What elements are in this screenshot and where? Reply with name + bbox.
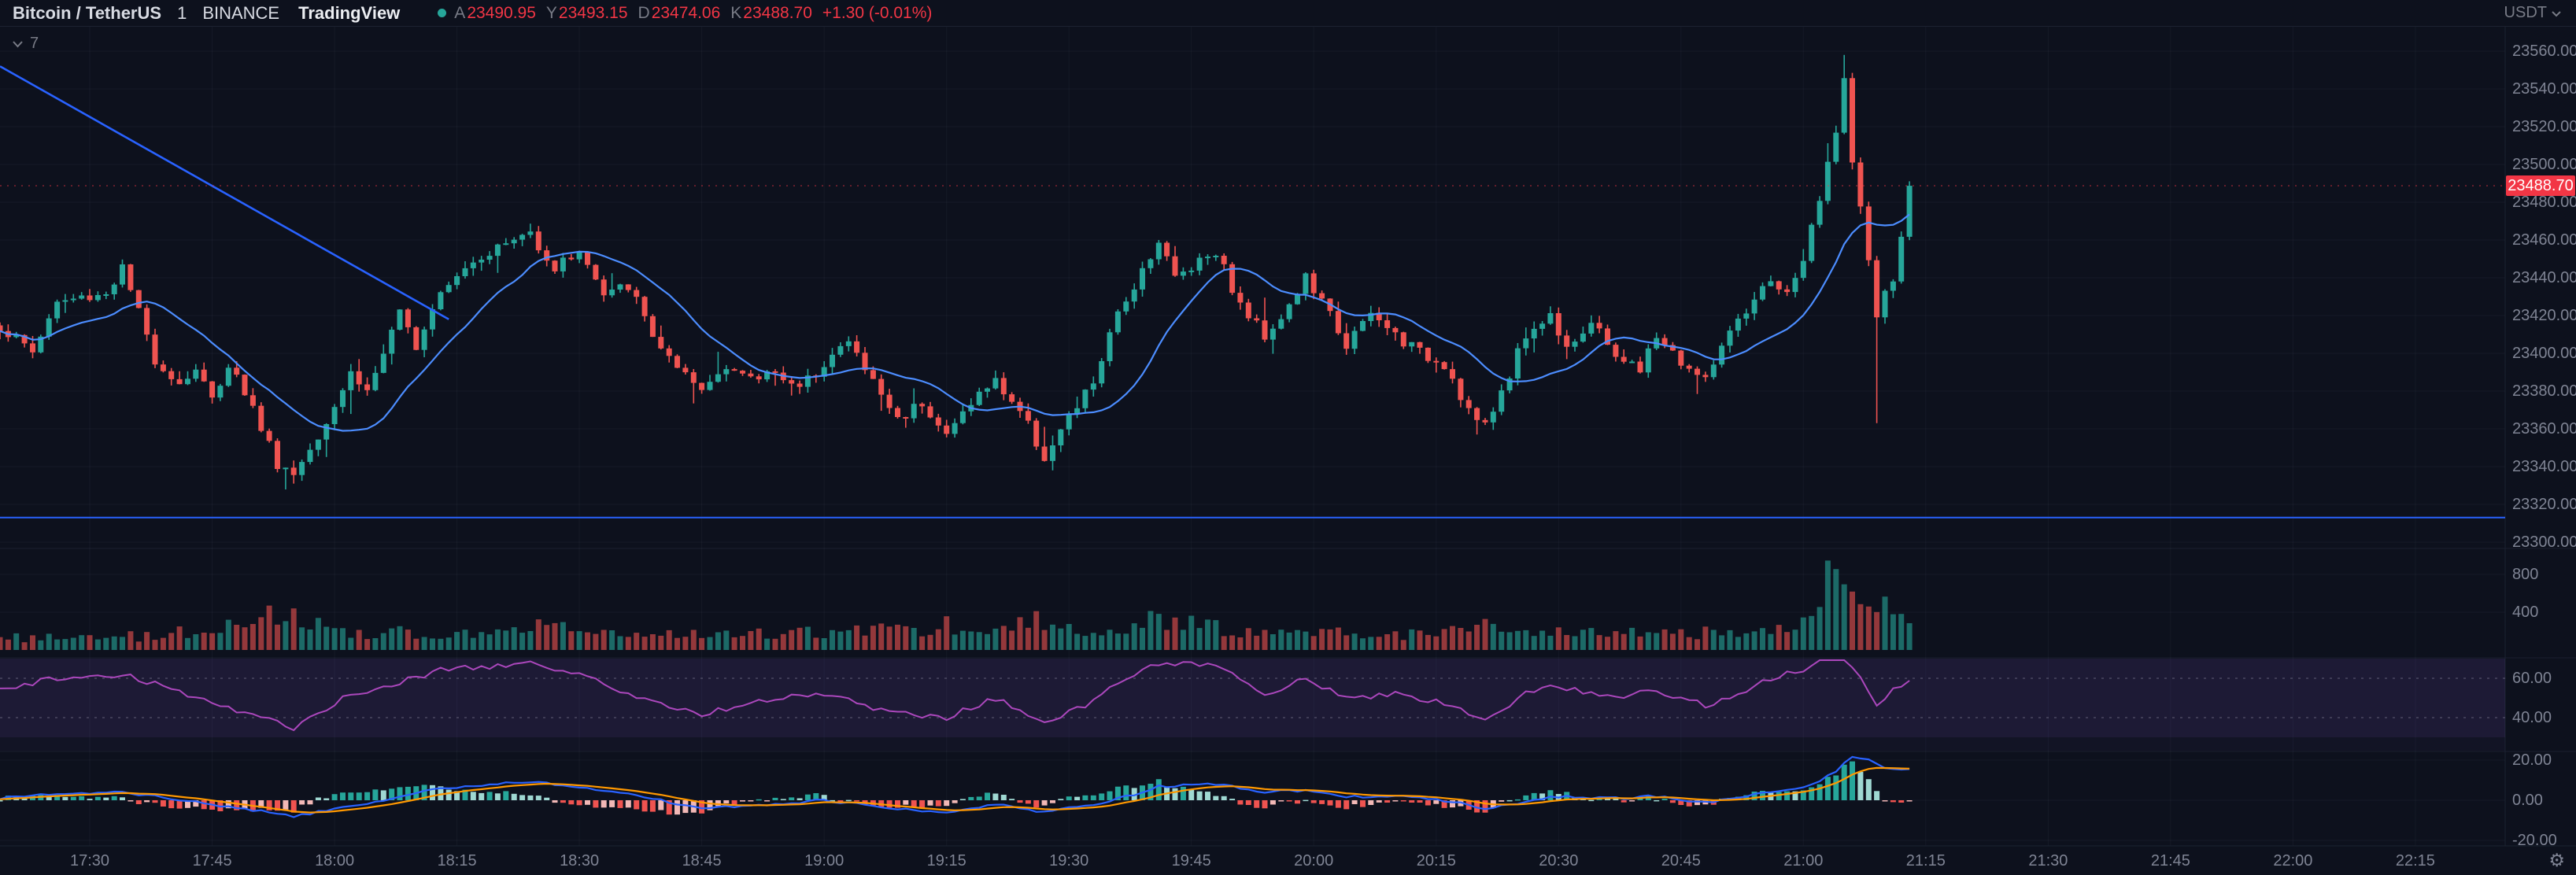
price-axis-label: 23360.00 xyxy=(2512,420,2576,438)
time-axis-label: 17:30 xyxy=(69,852,110,869)
time-axis-label: 18:30 xyxy=(560,852,600,869)
rsi-line[interactable] xyxy=(0,659,1910,732)
time-axis-label: 20:00 xyxy=(1294,852,1334,869)
symbol-title[interactable]: Bitcoin / TetherUS xyxy=(13,2,162,23)
currency-selector[interactable]: USDT xyxy=(2504,4,2576,22)
macd-pane xyxy=(0,755,1913,818)
exchange-name[interactable]: BINANCE xyxy=(202,2,280,23)
macd-axis-label: 20.00 xyxy=(2512,751,2552,769)
chevron-down-icon xyxy=(13,40,23,47)
indicators-toggle[interactable]: 7 xyxy=(11,35,39,53)
time-axis[interactable]: 17:30 17:45 18:00 18:15 18:30 18:45 19:00 19:15… xyxy=(0,846,2576,875)
time-axis-label: 20:15 xyxy=(1416,852,1456,869)
moving-average-line[interactable] xyxy=(0,213,1910,432)
time-axis-label: 20:30 xyxy=(1539,852,1579,869)
price-axis-label: 23460.00 xyxy=(2512,231,2576,249)
macd-axis-label: 0.00 xyxy=(2512,792,2543,809)
price-axis-label: 23380.00 xyxy=(2512,382,2576,400)
price-axis-label: 23340.00 xyxy=(2512,458,2576,475)
price-axis-label: 23520.00 xyxy=(2512,118,2576,135)
time-axis-label: 21:15 xyxy=(1905,852,1946,869)
time-axis-label: 18:15 xyxy=(437,852,477,869)
time-axis-label: 21:00 xyxy=(1783,852,1824,869)
time-axis-label: 19:00 xyxy=(804,852,844,869)
price-axis-label: 23300.00 xyxy=(2512,533,2576,551)
close-label: K xyxy=(730,3,742,22)
time-axis-label: 19:15 xyxy=(926,852,966,869)
indicator-count: 7 xyxy=(30,35,39,52)
interval-selector[interactable]: 1 xyxy=(177,2,187,23)
close-value: 23488.70 xyxy=(743,3,812,22)
price-axis-label: 23480.00 xyxy=(2512,194,2576,211)
price-axis-label: 23320.00 xyxy=(2512,496,2576,513)
time-axis-label: 20:45 xyxy=(1661,852,1701,869)
time-axis-label: 18:45 xyxy=(682,852,722,869)
time-axis-label: 17:45 xyxy=(192,852,232,869)
open-value: 23490.95 xyxy=(467,3,536,22)
open-label: A xyxy=(454,3,466,22)
time-axis-label: 21:45 xyxy=(2150,852,2190,869)
time-axis-label: 19:45 xyxy=(1171,852,1211,869)
high-value: 23493.15 xyxy=(558,3,628,22)
currency-label: USDT xyxy=(2504,4,2547,21)
series-status-dot xyxy=(438,9,447,17)
price-axis-label: 23400.00 xyxy=(2512,345,2576,362)
low-value: 23474.06 xyxy=(651,3,721,22)
rsi-axis-label: 40.00 xyxy=(2512,709,2552,726)
change-value: +1.30 (-0.01%) xyxy=(822,3,933,22)
rsi-axis-label: 60.00 xyxy=(2512,670,2552,687)
trendline[interactable] xyxy=(0,65,449,320)
price-axis-label: 23540.00 xyxy=(2512,80,2576,98)
price-axis-label: 23560.00 xyxy=(2512,42,2576,60)
axis-settings-gear-icon[interactable]: ⚙ xyxy=(2548,850,2565,870)
chart-header: Bitcoin / TetherUS 1 BINANCE TradingView… xyxy=(0,0,2576,27)
ohlc-readout: A 23490.95 Y 23493.15 D 23474.06 K 23488… xyxy=(438,4,932,23)
high-label: Y xyxy=(545,3,557,22)
volume-pane xyxy=(0,560,1913,650)
price-axis-label: 23420.00 xyxy=(2512,307,2576,324)
price-axis-label: 23500.00 xyxy=(2512,156,2576,173)
candles xyxy=(0,54,1913,489)
volume-axis-label: 800 xyxy=(2512,566,2539,583)
last-price-badge: 23488.70 xyxy=(2506,175,2575,196)
low-label: D xyxy=(638,3,650,22)
macd-axis-label: -20.00 xyxy=(2512,832,2557,849)
macd-signal-line xyxy=(0,766,1910,814)
pane-separators[interactable] xyxy=(0,27,2576,847)
time-axis-label: 19:30 xyxy=(1049,852,1089,869)
tradingview-logo[interactable]: TradingView xyxy=(298,2,401,23)
volume-axis-label: 400 xyxy=(2512,604,2539,621)
time-axis-label: 22:15 xyxy=(2395,852,2435,869)
price-axis[interactable]: 23560.00 23540.00 23520.00 23500.00 23480.00… xyxy=(2505,0,2576,849)
time-axis-label: 18:00 xyxy=(315,852,355,869)
time-axis-label: 21:30 xyxy=(2028,852,2068,869)
grid-lines xyxy=(0,27,2505,846)
price-axis-label: 23440.00 xyxy=(2512,269,2576,286)
rsi-pane xyxy=(0,659,2505,751)
time-axis-label: 22:00 xyxy=(2273,852,2313,869)
chevron-down-icon xyxy=(2552,10,2561,17)
